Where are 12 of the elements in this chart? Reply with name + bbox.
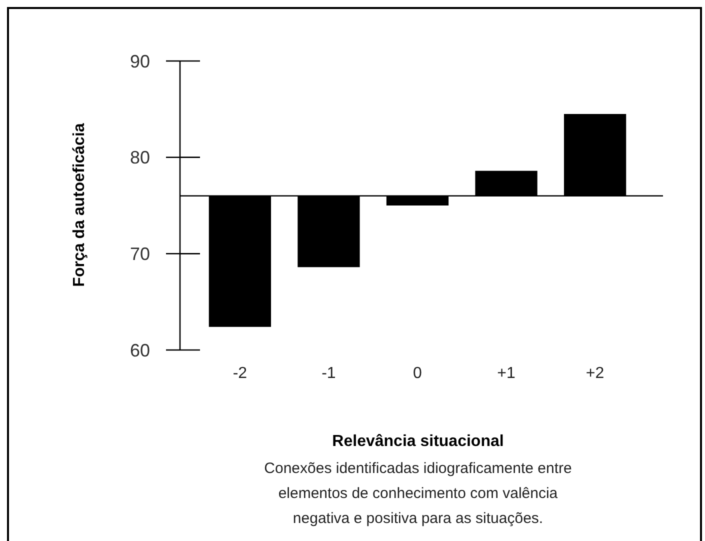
text: Conexões identificadas idiograficamente entre elementos de conhecimento com valência negativa e positiva para as situações. [264, 460, 572, 527]
x-axis-title: Relevância situacional [332, 433, 504, 450]
y-tick-label: 80 [130, 148, 150, 168]
y-tick-label: 90 [130, 51, 150, 72]
y-tick-label: 60 [130, 340, 150, 360]
x-tick-label: -1 [322, 365, 336, 382]
x-tick-label: 0 [413, 365, 422, 382]
y-axis-title: Força da autoeficácia [71, 123, 88, 287]
x-tick-label: +2 [586, 365, 604, 382]
x-tick-label: +1 [497, 365, 516, 382]
x-tick-label: -2 [232, 365, 248, 382]
y-tick-label: 70 [130, 244, 150, 264]
